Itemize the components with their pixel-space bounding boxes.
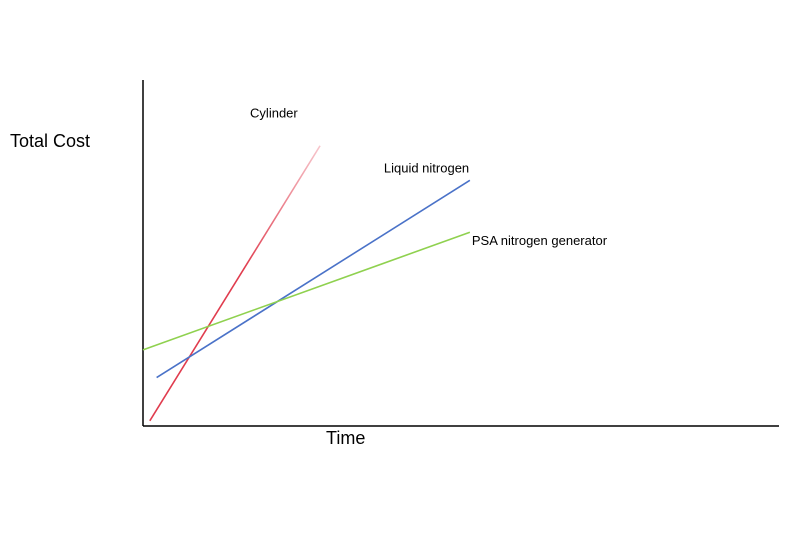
series-line-psa-nitrogen-generator — [142, 231, 471, 351]
y-axis-label: Total Cost — [10, 131, 91, 151]
series-line-cylinder — [149, 145, 321, 422]
x-axis-label: Time — [326, 428, 366, 448]
series-label-psa-nitrogen-generator: PSA nitrogen generator — [472, 233, 608, 248]
series-label-liquid-nitrogen: Liquid nitrogen — [384, 160, 469, 175]
series-line-liquid-nitrogen — [156, 179, 471, 379]
series-label-cylinder: Cylinder — [250, 106, 298, 121]
